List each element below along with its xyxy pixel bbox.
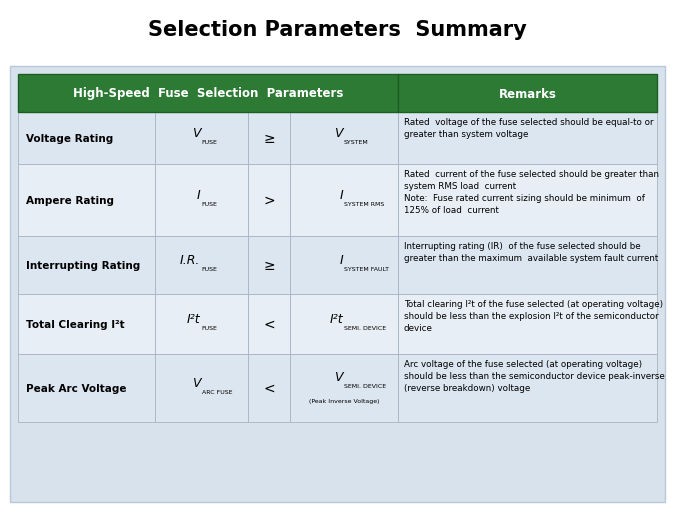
Text: Rated  current of the fuse selected should be greater than
system RMS load  curr: Rated current of the fuse selected shoul… [404,170,659,215]
Bar [18,355,155,422]
Text: ≥: ≥ [263,259,275,273]
Text: I: I [340,189,343,201]
Bar [290,165,398,236]
Text: Total Clearing I²t: Total Clearing I²t [26,319,125,329]
Text: <: < [263,317,275,331]
Text: Rated  voltage of the fuse selected should be equal-to or
greater than system vo: Rated voltage of the fuse selected shoul… [404,118,653,139]
Text: I²t: I²t [329,313,343,325]
Text: I²t: I²t [187,313,200,325]
Bar [18,113,155,165]
Bar [290,294,398,355]
Bar [18,165,155,236]
Text: SYSTEM: SYSTEM [344,140,369,145]
Text: SEMI. DEVICE: SEMI. DEVICE [344,325,386,330]
Bar [155,355,248,422]
Text: >: > [263,193,275,208]
Bar [398,75,657,113]
Text: Total clearing I²t of the fuse selected (at operating voltage)
should be less th: Total clearing I²t of the fuse selected … [404,299,663,333]
Text: SYSTEM RMS: SYSTEM RMS [344,201,384,207]
Text: ≥: ≥ [263,132,275,146]
Bar [155,294,248,355]
Bar [155,113,248,165]
Text: V: V [335,127,343,140]
Text: (Peak Inverse Voltage): (Peak Inverse Voltage) [308,398,379,403]
Text: Interrupting rating (IR)  of the fuse selected should be
greater than the maximu: Interrupting rating (IR) of the fuse sel… [404,241,658,263]
Text: FUSE: FUSE [202,325,217,330]
Bar [18,294,155,355]
Text: <: < [263,381,275,395]
Bar [248,294,290,355]
Bar [290,355,398,422]
Bar [18,75,398,113]
Text: V: V [335,370,343,383]
Text: Selection Parameters  Summary: Selection Parameters Summary [148,20,527,40]
Text: FUSE: FUSE [202,201,217,207]
Text: V: V [192,376,200,389]
Text: FUSE: FUSE [202,140,217,145]
Bar [248,165,290,236]
Text: SEMI. DEVICE: SEMI. DEVICE [344,383,386,388]
Text: ARC FUSE: ARC FUSE [202,389,232,394]
Bar [398,165,657,236]
Text: I: I [340,254,343,267]
Text: Interrupting Rating: Interrupting Rating [26,261,140,271]
Bar [155,236,248,294]
Bar [290,236,398,294]
Bar [18,236,155,294]
Text: Remarks: Remarks [499,87,556,100]
Text: Ampere Rating: Ampere Rating [26,195,114,206]
Text: SYSTEM FAULT: SYSTEM FAULT [344,267,389,272]
Bar [398,113,657,165]
Bar [398,355,657,422]
Bar [398,294,657,355]
Bar [248,355,290,422]
Bar [248,113,290,165]
Text: High-Speed  Fuse  Selection  Parameters: High-Speed Fuse Selection Parameters [73,87,343,100]
Text: Peak Arc Voltage: Peak Arc Voltage [26,383,126,393]
Text: Voltage Rating: Voltage Rating [26,134,113,144]
Text: V: V [192,127,200,140]
Bar [155,165,248,236]
Text: FUSE: FUSE [202,267,217,272]
Bar [248,236,290,294]
Bar [398,236,657,294]
Bar [10,67,665,502]
Bar [290,113,398,165]
Text: I: I [196,189,200,201]
Text: Arc voltage of the fuse selected (at operating voltage)
should be less than the : Arc voltage of the fuse selected (at ope… [404,359,665,392]
Text: I.R.: I.R. [180,254,200,267]
